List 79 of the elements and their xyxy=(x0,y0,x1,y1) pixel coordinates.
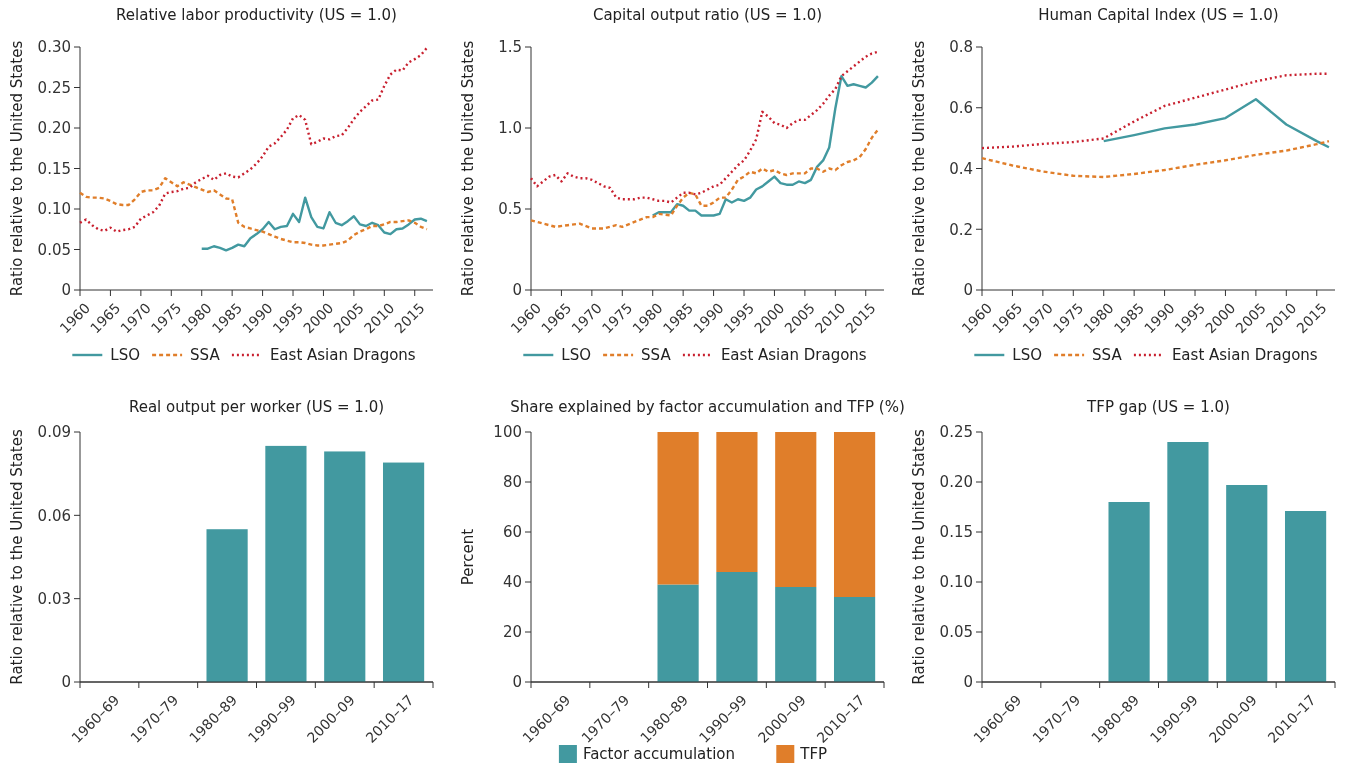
bar xyxy=(265,445,307,682)
y-tick-label: 0.05 xyxy=(939,623,973,642)
y-axis-title: Percent xyxy=(459,528,477,586)
bar xyxy=(657,432,699,585)
bar xyxy=(206,529,248,682)
y-tick-label: 0.03 xyxy=(37,589,71,608)
y-tick-label: 0.10 xyxy=(939,573,973,592)
line-series xyxy=(78,177,429,247)
line-series xyxy=(1102,98,1331,149)
legend-label: SSA xyxy=(1092,346,1123,365)
y-tick-label: 0 xyxy=(963,281,973,300)
line-series xyxy=(529,50,880,204)
y-tick-label: 1.5 xyxy=(498,38,522,57)
y-tick-label: 0.2 xyxy=(949,220,973,239)
y-tick-label: 40 xyxy=(502,573,522,592)
y-axis-title: Ratio relative to the United States xyxy=(8,429,26,685)
y-axis-title: Ratio relative to the United States xyxy=(8,40,26,297)
chart-title: Real output per worker (US = 1.0) xyxy=(128,398,385,416)
y-axis-title: Ratio relative to the United States xyxy=(910,429,928,685)
legend-label: East Asian Dragons xyxy=(720,346,867,365)
bar xyxy=(657,584,699,682)
bar xyxy=(716,432,758,572)
line-series xyxy=(200,196,429,252)
y-tick-label: 100 xyxy=(493,423,522,442)
legend-label: East Asian Dragons xyxy=(269,346,416,365)
y-tick-label: 0 xyxy=(512,673,522,692)
y-tick-label: 0 xyxy=(963,673,973,692)
y-tick-label: 0.6 xyxy=(949,99,973,117)
chart-title: Human Capital Index (US = 1.0) xyxy=(1038,6,1279,24)
line-series xyxy=(529,128,880,230)
legend-label: SSA xyxy=(190,346,221,365)
legend-label: Factor accumulation xyxy=(582,745,735,764)
legend-label: LSO xyxy=(1012,346,1042,365)
bar xyxy=(1108,502,1150,682)
legend-label: TFP xyxy=(799,745,828,764)
y-tick-label: 0.10 xyxy=(37,200,71,219)
y-axis-title: Ratio relative to the United States xyxy=(459,40,477,297)
y-tick-label: 0 xyxy=(512,281,522,300)
y-tick-label: 0.20 xyxy=(37,119,71,138)
line-series xyxy=(78,46,429,233)
line-series xyxy=(980,139,1331,179)
y-tick-label: 0 xyxy=(61,673,71,692)
bar xyxy=(1226,485,1268,682)
bar xyxy=(382,462,425,682)
bar xyxy=(1167,442,1209,682)
y-tick-label: 0.8 xyxy=(949,38,973,57)
bar xyxy=(716,572,758,682)
legend-label: LSO xyxy=(110,346,140,365)
chart-title: Relative labor productivity (US = 1.0) xyxy=(116,6,397,24)
y-tick-label: 0.15 xyxy=(37,159,71,178)
y-tick-label: 0.30 xyxy=(37,38,71,57)
line-series xyxy=(651,74,880,217)
y-tick-label: 20 xyxy=(502,623,522,642)
y-tick-label: 0.5 xyxy=(498,200,522,219)
bar xyxy=(833,432,876,597)
y-tick-label: 1.0 xyxy=(498,119,522,138)
y-tick-label: 0.09 xyxy=(37,423,71,442)
y-axis-title: Ratio relative to the United States xyxy=(910,40,928,297)
chart-title: Share explained by factor accumulation and TFP (%) xyxy=(510,398,905,416)
legend-label: LSO xyxy=(561,346,591,365)
bar xyxy=(775,432,817,587)
legend-label: East Asian Dragons xyxy=(1171,346,1318,365)
y-tick-label: 0.25 xyxy=(939,423,973,442)
chart-title: Capital output ratio (US = 1.0) xyxy=(592,6,823,24)
chart-title: TFP gap (US = 1.0) xyxy=(1086,398,1230,416)
y-tick-label: 0.20 xyxy=(939,473,973,492)
y-tick-label: 0 xyxy=(61,281,71,300)
y-tick-label: 60 xyxy=(502,523,522,542)
bar xyxy=(1284,511,1327,682)
bar xyxy=(324,451,366,682)
y-tick-label: 0.06 xyxy=(37,506,71,525)
bar xyxy=(833,597,876,682)
y-tick-label: 0.15 xyxy=(939,523,973,542)
y-tick-label: 0.4 xyxy=(949,159,973,178)
legend-label: SSA xyxy=(641,346,672,365)
bar xyxy=(775,587,817,682)
y-tick-label: 0.05 xyxy=(37,240,71,259)
y-tick-label: 80 xyxy=(502,473,522,492)
y-tick-label: 0.25 xyxy=(37,78,71,97)
